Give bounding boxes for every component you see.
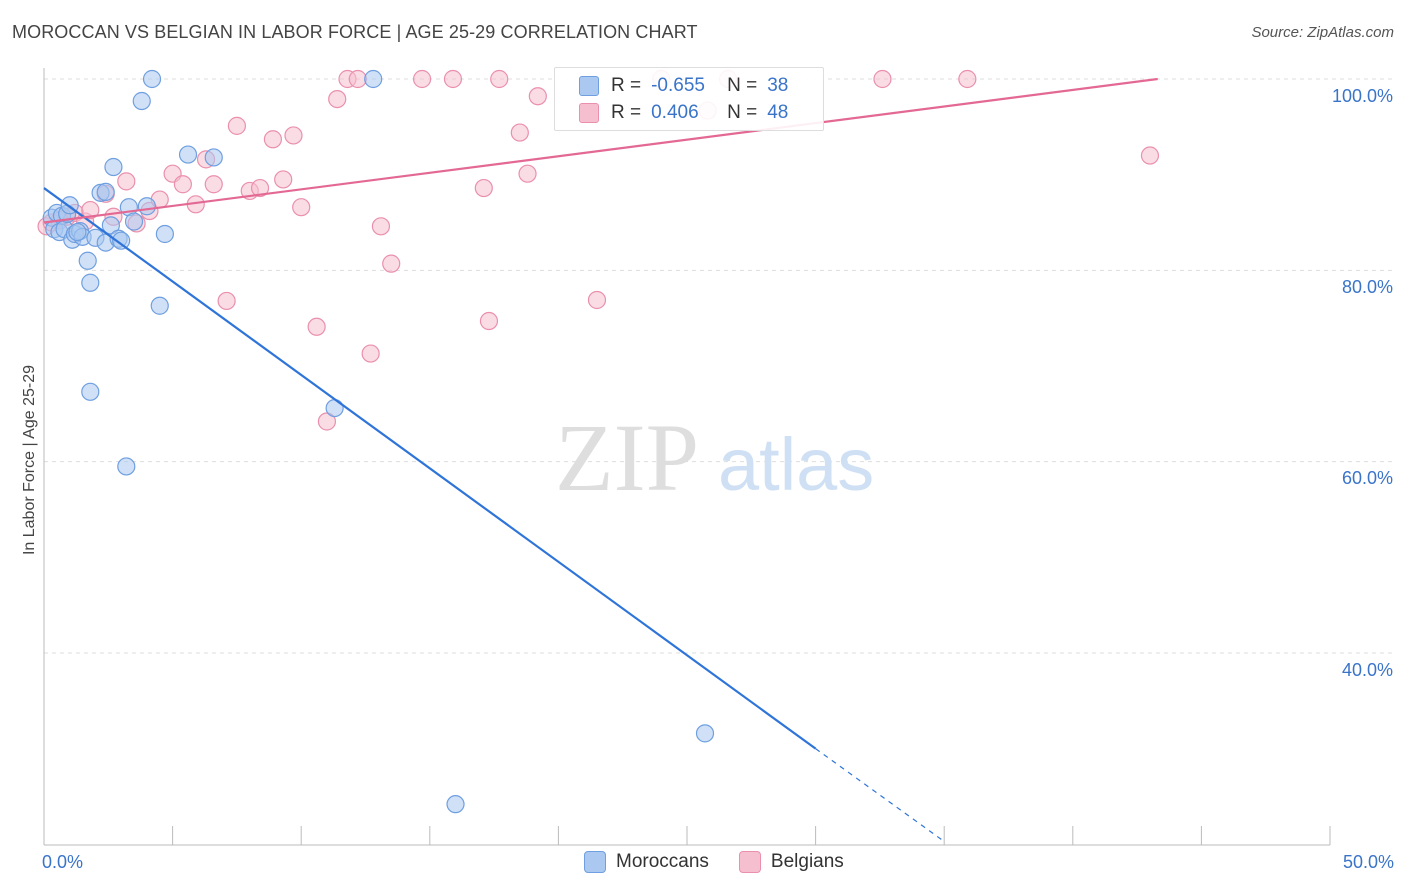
belgians-point — [361, 344, 380, 363]
x-tick-label-max: 50.0% — [1342, 852, 1394, 872]
belgians-point — [317, 412, 337, 431]
y-tick-label-60: 60.0% — [1341, 468, 1393, 488]
belgians-point — [204, 175, 223, 194]
belgians-point — [292, 198, 311, 217]
source-label: Source: ZipAtlas.com — [1251, 24, 1394, 41]
watermark: ZIP atlas — [555, 404, 874, 511]
legend-r-value: -0.655 — [651, 75, 705, 96]
moroccans-trend-extension — [815, 748, 945, 842]
moroccans-point — [112, 231, 131, 250]
belgians-point — [587, 290, 607, 310]
belgians-point — [510, 123, 529, 142]
belgians-point — [250, 178, 270, 198]
moroccans-point — [124, 212, 144, 231]
belgians-point — [490, 69, 509, 89]
belgians-point — [284, 126, 303, 145]
legend-n-label: N = — [727, 75, 758, 96]
moroccans-point — [155, 224, 174, 244]
belgians-point — [412, 69, 432, 89]
belgians-point — [307, 317, 326, 336]
legend-row-moroccans: R = -0.655 N = 38 — [579, 73, 788, 99]
y-axis-label: In Labor Force | Age 25-29 — [21, 364, 38, 556]
moroccans-point — [101, 216, 120, 235]
belgians-point — [274, 170, 293, 189]
series-swatch-belgians — [738, 851, 761, 873]
moroccans-point — [96, 182, 115, 201]
belgians-point — [382, 254, 401, 273]
series-legend-belgians[interactable]: Belgians — [738, 851, 844, 873]
moroccans-point — [137, 197, 156, 216]
moroccans-point — [81, 382, 100, 401]
belgians-point — [173, 175, 192, 194]
belgians-point — [474, 178, 493, 198]
series-legend: Moroccans Belgians — [584, 851, 874, 873]
moroccans-point — [117, 457, 136, 476]
belgians-point — [873, 69, 892, 89]
belgians-point — [479, 311, 499, 331]
moroccans-point — [142, 69, 162, 89]
series-legend-label: Moroccans — [616, 851, 709, 872]
belgians-trend-line — [43, 77, 1158, 224]
legend-n-value: 38 — [767, 75, 789, 96]
series-legend-moroccans[interactable]: Moroccans — [584, 851, 709, 873]
moroccans-point — [446, 795, 465, 814]
legend-n-label: N = — [727, 102, 758, 123]
legend-r-value: 0.406 — [651, 102, 699, 123]
moroccans-point — [325, 398, 344, 418]
belgians-point — [328, 89, 347, 109]
legend-swatch-moroccans — [579, 76, 599, 96]
moroccans-point — [178, 145, 198, 164]
belgians-point — [958, 69, 977, 89]
y-tick-label-100: 100.0% — [1331, 86, 1393, 106]
belgians-point — [81, 200, 100, 220]
belgians-point — [528, 87, 547, 106]
belgians-point — [1140, 146, 1160, 165]
series-swatch-moroccans — [584, 851, 606, 873]
y-tick-label-80: 80.0% — [1341, 277, 1393, 297]
legend-n-value: 48 — [767, 102, 789, 123]
moroccans-point — [81, 273, 100, 292]
series-legend-label: Belgians — [770, 851, 844, 872]
correlation-legend: R = -0.655 N = 38 R = 0.406 N = 48 — [554, 67, 824, 131]
belgians-point — [518, 164, 537, 183]
legend-swatch-belgians — [579, 103, 599, 123]
belgians-point — [227, 116, 246, 135]
moroccans-point — [132, 91, 151, 111]
moroccans-trend-line — [43, 187, 817, 750]
watermark-zip: ZIP — [555, 404, 699, 511]
belgians-point — [443, 69, 463, 89]
legend-r-label: R = — [611, 102, 642, 123]
watermark-atlas: atlas — [718, 423, 874, 506]
y-tick-label-40: 40.0% — [1341, 660, 1393, 680]
moroccans-point — [78, 251, 97, 270]
moroccans-point — [104, 157, 123, 177]
belgians-point — [348, 69, 367, 89]
belgians-point — [217, 291, 236, 311]
grid-lines — [44, 78, 1394, 654]
belgians-point — [117, 172, 136, 191]
moroccans-point — [364, 69, 383, 89]
moroccans-point — [68, 222, 87, 242]
moroccans-point — [695, 724, 715, 743]
belgians-point — [371, 217, 391, 236]
legend-r-label: R = — [611, 75, 642, 96]
trend-lines — [43, 77, 1158, 842]
axes — [43, 68, 1331, 846]
chart-title: MOROCCAN VS BELGIAN IN LABOR FORCE | AGE… — [12, 22, 698, 42]
moroccans-point — [204, 148, 223, 167]
moroccans-point — [150, 296, 169, 315]
belgians-point — [263, 130, 283, 149]
legend-row-belgians: R = 0.406 N = 48 — [579, 100, 788, 126]
x-tick-label-min: 0.0% — [42, 852, 84, 872]
moroccans-points — [42, 69, 715, 814]
